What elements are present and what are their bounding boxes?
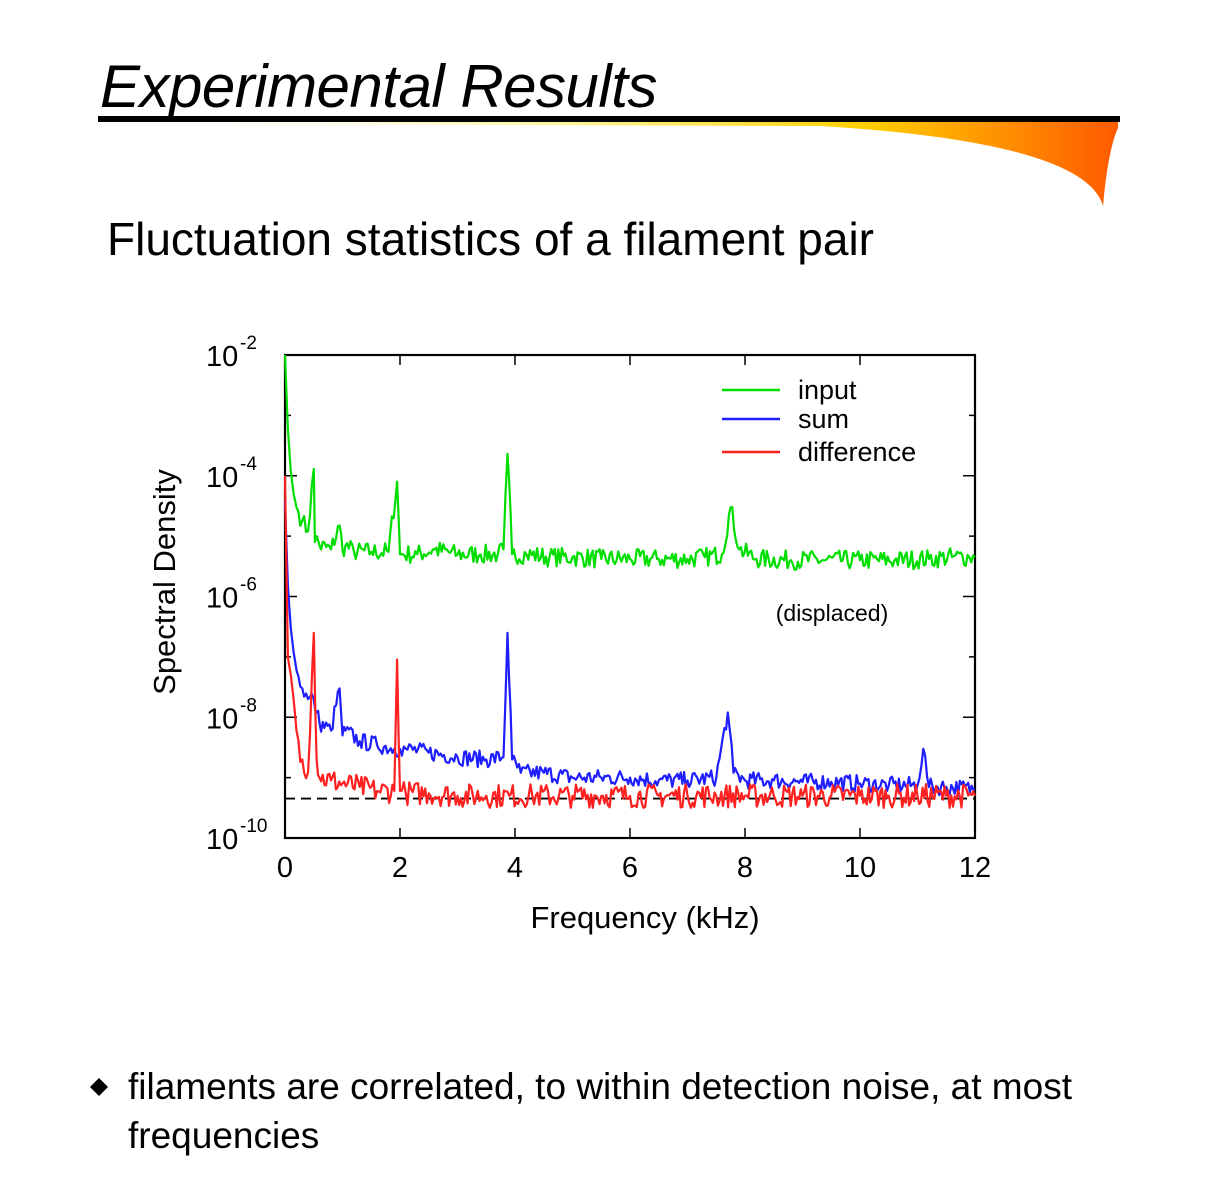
y-tick-label-base: 10 bbox=[206, 703, 238, 735]
plot-frame bbox=[283, 353, 977, 840]
x-axis-label: Frequency (kHz) bbox=[530, 900, 759, 935]
x-tick-label: 10 bbox=[844, 852, 876, 884]
y-tick-label-exponent: -2 bbox=[240, 333, 257, 354]
y-tick-label-exponent: -8 bbox=[240, 695, 257, 716]
y-tick-label-exponent: -6 bbox=[240, 575, 257, 596]
x-tick-label: 6 bbox=[622, 852, 638, 884]
title-underline-swoosh bbox=[100, 119, 1118, 206]
y-axis-label: Spectral Density bbox=[147, 469, 182, 695]
y-tick-label-base: 10 bbox=[206, 583, 238, 615]
slide-title: Experimental Results bbox=[100, 53, 657, 120]
x-tick-label: 4 bbox=[507, 852, 523, 884]
x-tick-labels: 0 2 4 6 8 10 12 bbox=[277, 852, 991, 884]
legend-label-sum: sum bbox=[798, 404, 849, 434]
y-tick-label-base: 10 bbox=[206, 462, 238, 494]
series-layer bbox=[283, 354, 977, 809]
series-line-input bbox=[283, 354, 976, 571]
legend-label-difference: difference bbox=[798, 437, 916, 467]
legend-label-input: input bbox=[798, 375, 857, 405]
annotation-displaced: (displaced) bbox=[776, 600, 889, 626]
series-line-difference bbox=[283, 475, 977, 809]
bullet-item: filaments are correlated, to within dete… bbox=[128, 1066, 1072, 1156]
y-tick-label-base: 10 bbox=[206, 341, 238, 373]
axis-ticks bbox=[284, 354, 976, 839]
y-tick-label-exponent: -4 bbox=[240, 454, 257, 475]
x-tick-label: 12 bbox=[959, 852, 991, 884]
y-tick-label-base: 10 bbox=[206, 824, 238, 856]
x-tick-label: 2 bbox=[392, 852, 408, 884]
title-underline bbox=[98, 116, 1120, 206]
legend: input sum difference bbox=[722, 375, 916, 467]
y-tick-label-exponent: -10 bbox=[240, 816, 267, 837]
slide-subtitle: Fluctuation statistics of a filament pai… bbox=[107, 213, 874, 265]
x-tick-label: 8 bbox=[737, 852, 753, 884]
diamond-bullet-icon bbox=[90, 1078, 108, 1096]
title-underline-bar bbox=[98, 116, 1120, 122]
x-tick-label: 0 bbox=[277, 852, 293, 884]
